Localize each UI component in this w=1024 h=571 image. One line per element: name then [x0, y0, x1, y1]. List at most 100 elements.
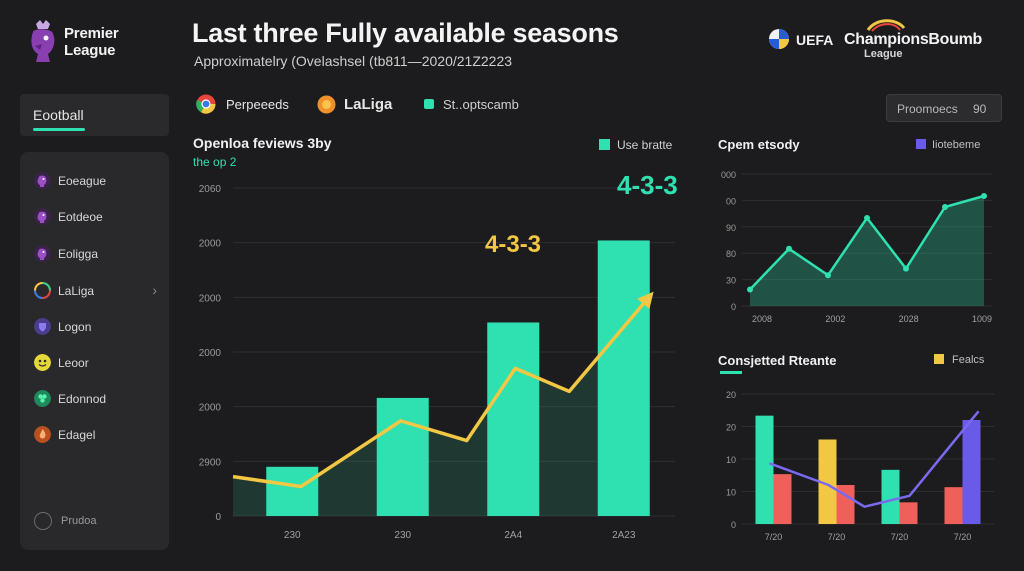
area-legend-swatch [916, 139, 926, 149]
grouped-trend-line [769, 410, 980, 508]
grouped-bar-coral [944, 487, 963, 524]
legend-item-1: Perpeeeds [226, 97, 289, 112]
main-ytick-label: 2000 [199, 293, 222, 304]
consistent-rate-chart: Consjetted Rteante Fealcs 0 10 10 20 20 7/20… [718, 353, 994, 542]
grouped-chart-title: Consjetted Rteante [718, 353, 836, 368]
sidebar-item[interactable]: Logon [34, 316, 159, 338]
grouped-ytick-label: 20 [726, 390, 736, 400]
brand-name: Premier League [64, 25, 119, 59]
area-chart-fill [750, 196, 984, 306]
premier-league-lion-icon [31, 20, 55, 62]
shield-icon [34, 318, 51, 335]
area-xtick-label: 2002 [825, 314, 845, 324]
sidebar-item[interactable]: Eoligga [34, 243, 159, 265]
sidebar-panel: Eoeague Eotdeoe Eoligga LaLiga › Logon L… [20, 152, 169, 550]
main-ytick-label: 2000 [199, 348, 222, 359]
premier-league-lion-icon [34, 245, 51, 262]
area-xtick-label: 2028 [899, 314, 919, 324]
sidebar-item-laliga[interactable]: LaLiga › [34, 280, 159, 302]
area-ytick-label: 000 [721, 170, 736, 180]
main-chart-title: Openloa feviews 3by [193, 135, 332, 151]
premier-league-lion-icon [34, 208, 51, 225]
area-point [903, 265, 909, 272]
sidebar-item-label: LaLiga [58, 284, 95, 298]
legend-item-2: LaLiga [344, 96, 393, 113]
area-ytick-label: 80 [726, 249, 736, 259]
grouped-xtick-label: 7/20 [954, 532, 972, 542]
main-bar [487, 322, 540, 516]
ucl-league-label: League [864, 48, 903, 60]
main-area-fill [233, 296, 650, 516]
grouped-bar-coral [773, 474, 792, 524]
grouped-bar-teal [881, 469, 900, 524]
grouped-ytick-label: 0 [731, 520, 736, 530]
grouped-xtick-label: 7/20 [765, 532, 783, 542]
grouped-bar-teal [755, 415, 774, 524]
page-subtitle: Approximatelry (Ovelashsel (tb811—2020/2… [194, 53, 513, 69]
grouped-ytick-label: 10 [726, 455, 736, 465]
badge-value: 90 [973, 102, 987, 116]
chrome-icon [196, 94, 216, 114]
main-ytick-label: 2060 [199, 184, 222, 195]
sidebar-category-tab[interactable]: Eootball [20, 94, 169, 136]
sidebar-footer-label: Prudoa [61, 515, 97, 527]
sidebar-item-label: Eoligga [58, 247, 99, 261]
grouped-bar-yellow [818, 439, 837, 524]
main-xtick-label: 2A4 [504, 530, 522, 541]
sidebar-item-label: Edonnod [58, 392, 107, 406]
ucl-ball-icon [769, 29, 789, 49]
main-chart-subtitle: the op 2 [193, 155, 237, 169]
main-legend-label: Use bratte [617, 138, 673, 152]
ucl-champions-label: ChampionsBoumb [844, 31, 983, 48]
sidebar-item[interactable]: Edagel [34, 424, 159, 446]
grouped-bar-coral [899, 502, 918, 524]
laliga-sun-icon [317, 95, 336, 114]
main-annotation-formation: 4-3-3 [485, 231, 541, 258]
chevron-right-icon: › [152, 282, 157, 298]
area-point [981, 193, 987, 199]
sidebar-item[interactable]: Eoeague [34, 170, 159, 192]
sidebar-item-label: Logon [58, 320, 92, 334]
area-chart-title: Cpem etsody [718, 137, 800, 152]
legend-item-3: St..optscamb [443, 97, 519, 112]
main-ytick-label: 2000 [199, 239, 222, 250]
trend-arrowhead [637, 291, 654, 310]
ucl-swoosh-icon [866, 19, 906, 32]
area-point [864, 215, 870, 221]
main-trend-line [232, 295, 652, 489]
main-annotation-formation: 4-3-3 [617, 170, 678, 200]
sidebar-item-label: Leoor [58, 356, 89, 370]
grouped-xtick-label: 7/20 [891, 532, 909, 542]
ucl-uefa-label: UEFA [796, 32, 834, 48]
sidebar-item[interactable]: Leoor [34, 352, 159, 374]
smiley-icon [34, 354, 51, 371]
title-underline [720, 371, 742, 374]
grouped-bar-coral [836, 485, 855, 524]
area-point [786, 245, 792, 252]
grouped-legend-label: Fealcs [952, 354, 985, 366]
settings-icon [34, 512, 52, 530]
page-title: Last three Fully available seasons [192, 18, 619, 48]
clover-icon [34, 390, 51, 407]
promoters-badge[interactable]: Proomoecs 90 [886, 94, 1002, 122]
sidebar-item[interactable]: Eotdeoe [34, 206, 159, 228]
area-point [747, 286, 753, 293]
sidebar-item-label: Eotdeoe [58, 210, 103, 224]
main-bar [597, 240, 650, 516]
area-point [942, 204, 948, 210]
main-ytick-label: 2000 [199, 403, 222, 414]
area-ytick-label: 90 [726, 223, 736, 233]
grouped-ytick-label: 20 [726, 423, 736, 433]
active-tab-underline [33, 128, 85, 131]
sidebar-item-label: Eoeague [58, 174, 107, 188]
main-xtick-label: 230 [394, 530, 411, 541]
main-bar [376, 397, 429, 516]
premier-league-lion-icon [34, 172, 51, 189]
area-ytick-label: 0 [731, 302, 736, 312]
area-point [825, 272, 831, 279]
main-xtick-label: 2A23 [612, 530, 636, 541]
main-xtick-label: 230 [284, 530, 301, 541]
sidebar-item[interactable]: Edonnod [34, 388, 159, 410]
area-ytick-label: 30 [726, 276, 736, 286]
